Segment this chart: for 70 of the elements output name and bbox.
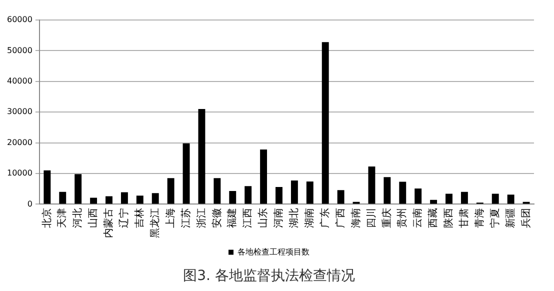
bar	[368, 166, 376, 204]
bar	[337, 190, 344, 204]
x-tick-label: 兵团	[520, 208, 532, 228]
x-tick-label: 山西	[87, 208, 100, 228]
x-tick-label: 北京	[40, 208, 53, 228]
bar	[59, 192, 66, 204]
x-tick-label: 四川	[365, 208, 378, 228]
x-tick-label: 宁夏	[488, 208, 501, 228]
bar	[446, 194, 452, 204]
x-tick-label: 福建	[226, 208, 238, 228]
x-tick-label: 西藏	[427, 208, 440, 228]
bar	[244, 186, 252, 204]
x-tick-label: 新疆	[504, 208, 516, 228]
x-tick-label: 广西	[334, 208, 346, 228]
x-tick-label: 天津	[56, 208, 68, 228]
bar	[414, 188, 422, 204]
x-tick-label: 河南	[272, 208, 285, 228]
x-tick-label: 山东	[257, 208, 270, 228]
x-tick-label: 河北	[72, 208, 84, 228]
y-tick-label: 40000	[6, 76, 32, 86]
bar	[460, 192, 468, 204]
bar	[399, 182, 406, 204]
y-tick-label: 50000	[6, 46, 32, 55]
bar	[136, 196, 144, 204]
y-tick-label: 30000	[6, 107, 32, 116]
bar	[290, 180, 298, 204]
x-tick-label: 浙江	[195, 208, 208, 228]
x-tick-label: 安徽	[210, 208, 223, 228]
bar	[492, 194, 499, 204]
bar	[507, 194, 514, 204]
x-tick-label: 辽宁	[118, 208, 130, 228]
bar	[74, 174, 82, 204]
bar	[90, 198, 98, 204]
x-tick-label: 云南	[412, 208, 424, 228]
bar	[322, 42, 329, 204]
x-tick-label: 甘肃	[458, 208, 470, 228]
x-tick-label: 广东	[318, 208, 331, 228]
y-tick-label: 60000	[6, 15, 32, 24]
bar	[106, 196, 112, 204]
bar	[276, 187, 282, 204]
bar	[384, 177, 391, 204]
bar	[198, 109, 206, 204]
text: 图3. 各地监督执法检查情况	[183, 268, 355, 284]
y-tick-label: 20000	[6, 138, 32, 147]
y-tick-label: 0	[27, 199, 32, 208]
bar	[182, 143, 190, 204]
y-tick-label: 10000	[6, 168, 32, 178]
bar	[430, 200, 438, 204]
bar	[152, 193, 159, 204]
x-tick-label: 内蒙古	[102, 208, 115, 238]
legend-label: 各地检查工程项目数	[238, 247, 310, 256]
x-tick-label: 青海	[474, 208, 486, 228]
x-tick-label: 江西	[242, 208, 254, 228]
bar	[44, 170, 51, 204]
bar	[260, 150, 268, 204]
x-tick-label: 黑龙江	[148, 208, 161, 238]
x-tick-label: 贵州	[396, 208, 408, 228]
x-tick-label: 吉林	[134, 208, 146, 228]
x-tick-label: 湖南	[304, 208, 316, 228]
bar	[120, 192, 128, 204]
bar	[306, 181, 314, 204]
bar	[229, 191, 236, 204]
x-tick-label: 湖北	[288, 208, 300, 228]
x-tick-label: 重庆	[380, 208, 393, 228]
x-tick-label: 陕西	[442, 208, 455, 228]
x-tick-label: 江苏	[180, 208, 192, 228]
x-tick-label: 上海	[164, 208, 176, 228]
x-tick-label: 海南	[350, 208, 362, 228]
bar	[214, 178, 221, 204]
bar	[167, 178, 174, 204]
